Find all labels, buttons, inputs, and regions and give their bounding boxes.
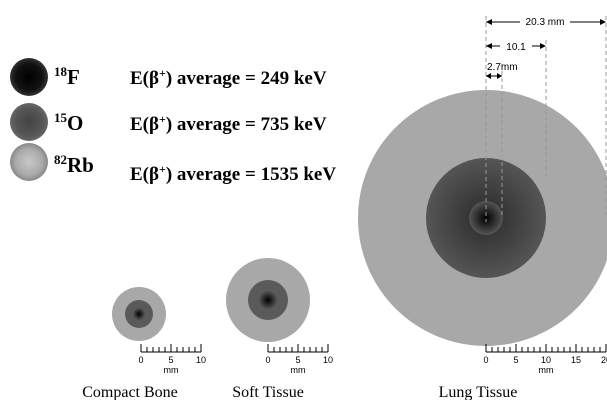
tissue-label: Soft Tissue: [232, 384, 304, 400]
scale-unit: mm: [539, 365, 554, 375]
energy-text: ) average = 1535 keV: [166, 164, 336, 185]
energy-text: ) average = 735 keV: [166, 114, 327, 135]
legend-swatch: [10, 143, 48, 181]
energy-sup: +: [159, 112, 166, 126]
symbol: Rb: [67, 153, 94, 177]
scale-bars: 0510mm0510mm05101520mm: [138, 344, 607, 375]
arrowhead: [486, 43, 492, 49]
dim-label: 20.3 mm: [526, 17, 565, 28]
scale-label: 0: [265, 355, 270, 365]
legend-swatch: [10, 58, 48, 96]
dim-label: 2.7mm: [487, 62, 518, 73]
scale-unit: mm: [291, 365, 306, 375]
legend-swatch: [10, 103, 48, 141]
energy-text: E(β: [130, 114, 159, 135]
energy-text: E(β: [130, 164, 159, 185]
tissue-label: Lung Tissue: [439, 384, 518, 400]
energy-sup: +: [159, 66, 166, 80]
legend: 18F E(β+) average = 249 keV 15O E(β+) av…: [10, 58, 336, 185]
scale-label: 20: [601, 355, 607, 365]
scale-unit: mm: [164, 365, 179, 375]
f-range: [133, 308, 145, 320]
lung-tissue-distribution: [358, 90, 607, 346]
arrowhead: [600, 19, 606, 25]
arrowhead: [486, 19, 492, 25]
isotope: 18F: [54, 64, 80, 89]
symbol: O: [67, 111, 83, 135]
energy-text: E(β: [130, 68, 159, 89]
arrowhead: [486, 73, 491, 79]
arrowhead: [497, 73, 502, 79]
scale-label: 10: [323, 355, 333, 365]
arrowhead: [540, 43, 546, 49]
mass-number: 82: [54, 152, 67, 167]
mass-number: 15: [54, 110, 68, 125]
energy: E(β+) average = 735 keV: [130, 112, 327, 135]
mass-number: 18: [54, 64, 68, 79]
scale-label: 10: [196, 355, 206, 365]
scale-label: 5: [513, 355, 518, 365]
energy: E(β+) average = 1535 keV: [130, 162, 336, 185]
scale-label: 0: [483, 355, 488, 365]
scale-label: 5: [168, 355, 173, 365]
scale-label: 15: [571, 355, 581, 365]
tissue-labels: Compact Bone Soft Tissue Lung Tissue: [82, 384, 517, 400]
scale-label: 0: [138, 355, 143, 365]
compact-bone-distribution: [112, 287, 166, 341]
f-range: [259, 291, 277, 309]
scale-label: 10: [541, 355, 551, 365]
energy: E(β+) average = 249 keV: [130, 66, 327, 89]
isotope: 82Rb: [54, 152, 94, 177]
isotope: 15O: [54, 110, 83, 135]
energy-sup: +: [159, 162, 166, 176]
soft-tissue-distribution: [226, 258, 310, 342]
f-range: [469, 201, 503, 235]
energy-text: ) average = 249 keV: [166, 68, 327, 89]
dim-label: 10.1: [506, 42, 526, 53]
scale-label: 5: [295, 355, 300, 365]
dimensions: 20.3 mm 10.1 2.7mm: [485, 16, 607, 222]
symbol: F: [67, 65, 80, 89]
tissue-label: Compact Bone: [82, 384, 178, 400]
